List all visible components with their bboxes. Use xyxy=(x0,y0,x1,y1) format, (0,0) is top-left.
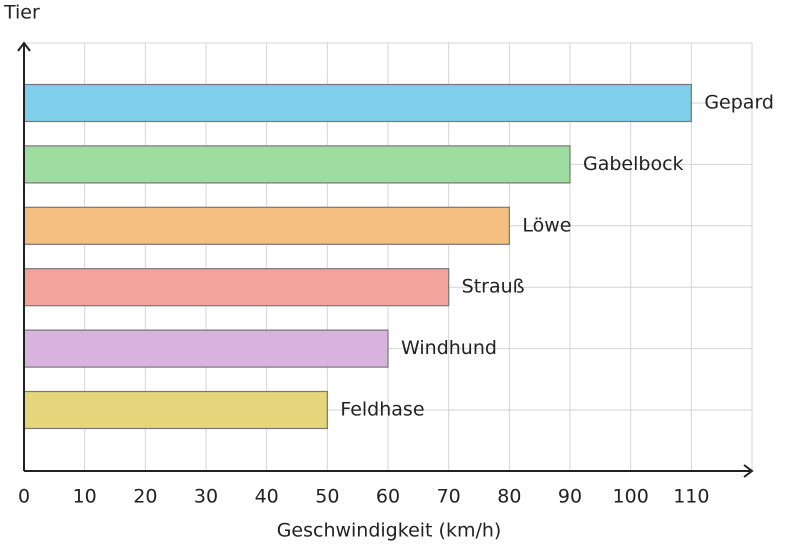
x-tick-label: 40 xyxy=(255,486,279,508)
bar-label: Strauß xyxy=(462,276,525,298)
bar-label: Windhund xyxy=(401,337,497,359)
y-axis-label: Tier xyxy=(3,2,40,24)
bar xyxy=(23,268,450,307)
bar-label: Gabelbock xyxy=(583,153,684,175)
y-arrow xyxy=(17,41,31,52)
bar xyxy=(23,206,510,245)
x-axis-label: Geschwindigkeit (km/h) xyxy=(277,520,502,542)
bar xyxy=(23,83,692,123)
x-tick-label: 60 xyxy=(376,486,400,508)
bar-label: Feldhase xyxy=(340,399,424,421)
x-tick-label: 0 xyxy=(18,486,30,508)
x-tick-label: 70 xyxy=(437,486,461,508)
x-tick-label: 100 xyxy=(613,486,649,508)
bar xyxy=(23,145,571,184)
x-tick-label: 50 xyxy=(315,486,339,508)
x-tick-label: 10 xyxy=(73,486,97,508)
x-arrow xyxy=(743,464,754,478)
x-tick-label: 80 xyxy=(497,486,521,508)
x-tick-label: 90 xyxy=(558,486,582,508)
bar-label: Löwe xyxy=(522,214,571,236)
bar xyxy=(23,390,328,430)
x-tick-label: 30 xyxy=(194,486,218,508)
bar xyxy=(23,329,389,368)
bar-label: Gepard xyxy=(704,92,774,114)
x-tick-label: 20 xyxy=(133,486,157,508)
x-tick-label: 110 xyxy=(673,486,709,508)
